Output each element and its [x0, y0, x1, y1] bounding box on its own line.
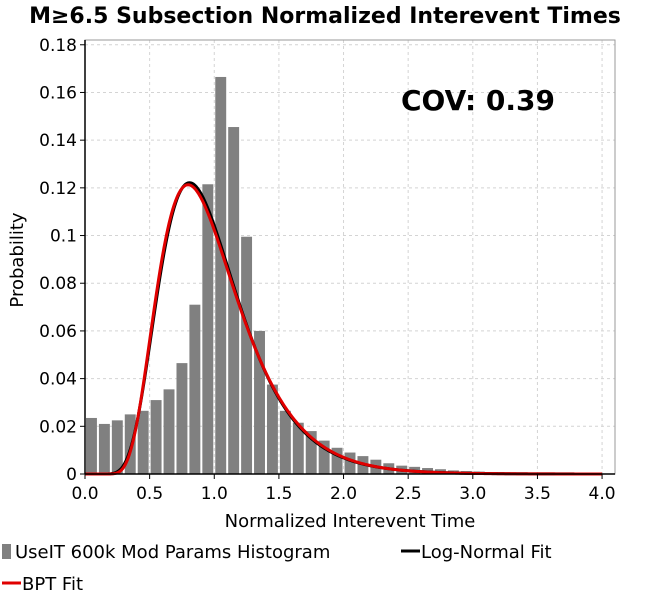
legend: UseIT 600k Mod Params Histogram Log-Norm…: [2, 542, 552, 595]
histogram-bar: [111, 420, 123, 474]
y-tick-label: 0.02: [39, 417, 77, 437]
histogram-bar: [86, 417, 97, 474]
y-tick-label: 0.08: [39, 274, 77, 294]
y-axis-label: Probability: [7, 212, 28, 307]
legend-label-bpt: BPT Fit: [22, 574, 83, 595]
y-tick-label: 0.14: [39, 131, 77, 151]
histogram-bar: [215, 76, 227, 474]
x-tick-label: 3.0: [459, 484, 486, 504]
histogram-bar: [318, 440, 330, 474]
chart-title: M≥6.5 Subsection Normalized Interevent T…: [29, 4, 621, 29]
histogram-bar: [344, 452, 356, 474]
histogram-bar: [189, 304, 201, 474]
histogram-bar: [305, 431, 317, 474]
histogram-bar: [98, 423, 110, 474]
histogram-bar: [176, 363, 188, 474]
histogram-bar: [228, 127, 240, 475]
axes: [84, 40, 615, 475]
x-tick-label: 2.0: [330, 484, 357, 504]
y-tick-label: 0.12: [39, 179, 77, 199]
histogram-bar: [266, 384, 278, 474]
legend-item-lognormal: Log-Normal Fit: [401, 542, 552, 563]
x-tick-label: 0.5: [136, 484, 163, 504]
x-tick-label: 4.0: [589, 484, 616, 504]
x-axis-label: Normalized Interevent Time: [225, 511, 476, 532]
y-tick-label: 0.16: [39, 83, 77, 103]
cov-annotation: COV: 0.39: [401, 84, 555, 117]
y-tick-label: 0.04: [39, 370, 77, 390]
y-tick-label: 0: [66, 465, 77, 485]
histogram-bar: [150, 400, 162, 474]
legend-swatch-histogram: [2, 544, 11, 559]
histogram-bar: [137, 410, 149, 474]
histogram-bar: [241, 236, 253, 474]
grid: [85, 40, 615, 474]
legend-item-histogram: UseIT 600k Mod Params Histogram: [2, 542, 330, 563]
y-tick-label: 0.18: [39, 36, 77, 56]
histogram-bar: [124, 414, 136, 474]
x-tick-label: 0.0: [71, 484, 98, 504]
tick-labels: 0.0 0.5 1.0 1.5 2.0 2.5 3.0 3.5 4.0 0 0.02 0.04 0.06…: [39, 36, 615, 504]
y-tick-label: 0.1: [50, 227, 77, 247]
x-tick-label: 3.5: [524, 484, 551, 504]
histogram-bar: [292, 422, 304, 474]
histogram-bar: [279, 410, 291, 474]
x-tick-label: 1.5: [265, 484, 292, 504]
legend-label-lognormal: Log-Normal Fit: [421, 542, 552, 563]
histogram-bar: [202, 184, 214, 474]
histogram-bar: [254, 330, 265, 474]
legend-label-histogram: UseIT 600k Mod Params Histogram: [15, 542, 330, 563]
x-tick-label: 2.5: [395, 484, 422, 504]
histogram-bar: [331, 447, 343, 474]
legend-item-bpt: BPT Fit: [2, 574, 83, 595]
y-tick-label: 0.06: [39, 322, 77, 342]
x-tick-label: 1.0: [201, 484, 228, 504]
histogram-bar: [163, 389, 175, 474]
